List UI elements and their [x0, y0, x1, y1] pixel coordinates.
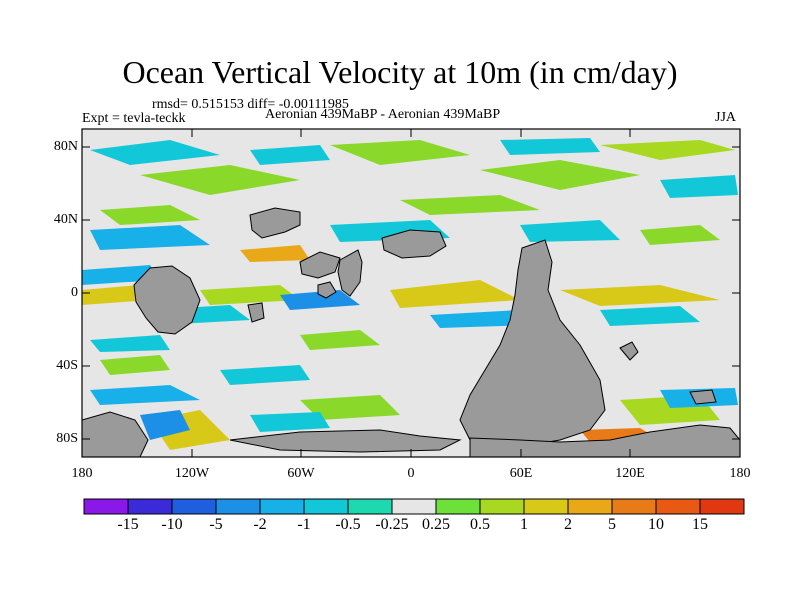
- colorbar-swatch: [655, 498, 701, 515]
- south-island: [689, 389, 717, 405]
- colorbar-label: -0.25: [375, 516, 409, 533]
- lat-tick-label: 40N: [53, 212, 78, 227]
- colorbar-swatch: [523, 498, 569, 515]
- lon-tick-marks: [81, 129, 741, 457]
- colorbar-label: -15: [117, 516, 139, 533]
- lon-tick-label: 120E: [615, 466, 645, 481]
- season-label: JJA: [715, 110, 737, 125]
- colorbar-swatch: [435, 498, 481, 515]
- lon-tick-label: 60W: [287, 466, 315, 481]
- lon-tick-label: 120W: [174, 466, 210, 481]
- colorbar-swatch: [83, 498, 129, 515]
- lat-tick-label: 0: [71, 285, 78, 300]
- island-arc: [317, 281, 337, 299]
- colorbar-swatch: [611, 498, 657, 515]
- kazakhstania-landmass: [381, 229, 447, 259]
- colorbar-label: -2: [253, 516, 267, 533]
- baltica-landmass: [299, 251, 341, 279]
- lon-tick-label: 180: [729, 466, 751, 481]
- colorbar-swatch: [479, 498, 525, 515]
- colorbar-swatch: [347, 498, 393, 515]
- colorbar-label: 1: [520, 516, 528, 533]
- colorbar-swatch: [303, 498, 349, 515]
- laurentia-landmass: [133, 265, 201, 335]
- colorbar-swatch: [127, 498, 173, 515]
- colorbar-label: -10: [161, 516, 183, 533]
- small-island: [247, 302, 265, 323]
- colorbar-label: -0.5: [335, 516, 361, 533]
- lon-tick-label: 180: [71, 466, 93, 481]
- colorbar-label: -5: [209, 516, 223, 533]
- lat-tick-label: 80S: [56, 431, 78, 446]
- colorbar-swatch: [215, 498, 261, 515]
- southern-margin-west: [229, 429, 462, 453]
- colorbar-label: -1: [297, 516, 311, 533]
- colorbar-label: 10: [648, 516, 664, 533]
- southern-margin-east: [469, 424, 740, 457]
- colorbar-label: 5: [608, 516, 616, 533]
- land-masses: [82, 207, 740, 457]
- lat-tick-marks: [82, 146, 740, 440]
- lon-tick-label: 60E: [509, 466, 533, 481]
- colorbar-swatch: [391, 498, 437, 515]
- colorbar-label: 15: [692, 516, 708, 533]
- comparison-label: Aeronian 439MaBP - Aeronian 439MaBP: [265, 107, 501, 122]
- colorbar-swatch: [699, 498, 745, 515]
- colorbar-swatch: [567, 498, 613, 515]
- colorbar: [83, 498, 745, 515]
- east-island: [619, 341, 639, 361]
- colorbar-swatch: [259, 498, 305, 515]
- colorbar-label: 0.25: [422, 516, 450, 533]
- lon-tick-label: 0: [407, 466, 415, 481]
- colorbar-swatch: [171, 498, 217, 515]
- map-title: Ocean Vertical Velocity at 10m (in cm/da…: [122, 54, 678, 90]
- antarctic-margin: [82, 411, 149, 457]
- experiment-label: Expt = tevla-teckk: [82, 111, 186, 126]
- stats-text: rmsd= 0.515153 diff= -0.00111985: [152, 97, 349, 112]
- lat-tick-label: 80N: [53, 139, 78, 154]
- colorbar-label: 2: [564, 516, 572, 533]
- positive-anomalies: [82, 140, 735, 450]
- siberia-landmass: [249, 207, 301, 239]
- colorbar-label: 0.5: [470, 516, 490, 533]
- lat-tick-label: 40S: [56, 358, 78, 373]
- north-china-landmass: [337, 249, 363, 297]
